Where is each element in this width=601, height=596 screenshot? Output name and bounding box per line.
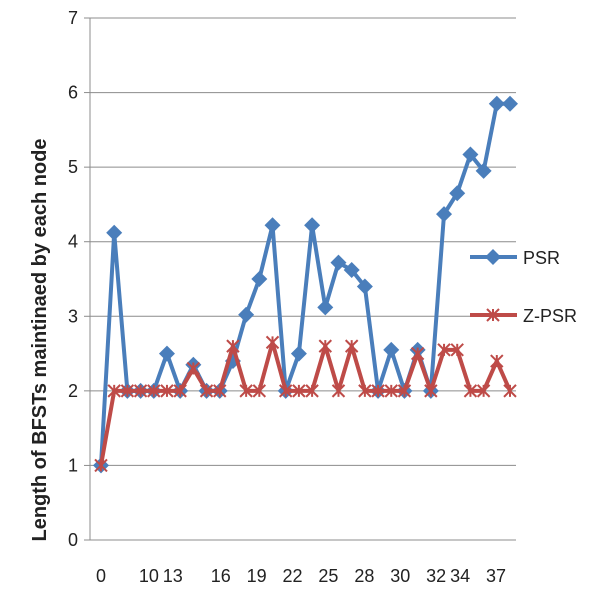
data-point bbox=[502, 95, 518, 112]
data-point bbox=[383, 341, 400, 358]
data-point bbox=[106, 224, 123, 241]
data-point bbox=[437, 343, 451, 357]
x-tick-label: 32 bbox=[426, 566, 446, 586]
y-tick-label: 3 bbox=[68, 306, 78, 326]
data-point bbox=[424, 384, 438, 398]
data-point bbox=[120, 384, 135, 398]
data-point bbox=[488, 95, 505, 112]
data-point bbox=[264, 217, 281, 234]
data-point bbox=[371, 384, 385, 398]
legend-label: Z-PSR bbox=[523, 306, 577, 326]
data-point bbox=[304, 217, 321, 234]
data-point bbox=[384, 384, 398, 398]
x-tick-label: 28 bbox=[354, 566, 374, 586]
x-tick-label: 13 bbox=[163, 566, 183, 586]
data-point bbox=[239, 384, 253, 398]
y-tick-label: 0 bbox=[68, 530, 78, 550]
data-point bbox=[344, 339, 359, 353]
legend-item-z-psr: Z-PSR bbox=[470, 306, 577, 326]
data-point bbox=[305, 384, 319, 398]
x-tick-label: 22 bbox=[283, 566, 303, 586]
data-point bbox=[331, 384, 346, 398]
x-tick-label: 25 bbox=[318, 566, 338, 586]
data-point bbox=[173, 384, 187, 398]
y-tick-label: 5 bbox=[68, 157, 78, 177]
x-tick-label: 16 bbox=[211, 566, 231, 586]
data-point bbox=[186, 361, 201, 376]
data-point bbox=[317, 299, 334, 316]
x-axis-ticks: 0 10 13 16 19 22 25 28 30 32 34 37 bbox=[96, 566, 506, 586]
series-line bbox=[99, 340, 512, 466]
data-point bbox=[343, 262, 360, 279]
axes bbox=[89, 18, 516, 541]
y-tick-label: 7 bbox=[68, 8, 78, 28]
data-point bbox=[226, 339, 240, 353]
y-axis-title: Length of BFSTs maintinaed by each node bbox=[29, 139, 51, 542]
y-tick-label: 4 bbox=[68, 232, 78, 252]
data-point bbox=[158, 345, 175, 362]
data-point bbox=[199, 384, 214, 398]
series-psr bbox=[93, 95, 518, 474]
data-point bbox=[290, 345, 307, 362]
x-tick-label: 30 bbox=[390, 566, 410, 586]
x-tick-label: 19 bbox=[247, 566, 267, 586]
data-point bbox=[238, 306, 255, 323]
legend-item-psr: PSR bbox=[470, 248, 560, 268]
data-point bbox=[330, 254, 347, 271]
legend-label: PSR bbox=[523, 248, 560, 268]
data-point bbox=[279, 384, 293, 398]
data-point bbox=[147, 384, 161, 398]
y-tick-label: 6 bbox=[68, 83, 78, 103]
y-tick-label: 2 bbox=[68, 381, 78, 401]
legend-marker bbox=[485, 249, 501, 265]
legend-marker bbox=[486, 308, 500, 322]
series-z-psr bbox=[94, 335, 517, 473]
data-point bbox=[410, 346, 425, 361]
data-point bbox=[436, 206, 453, 223]
data-point bbox=[94, 458, 108, 473]
data-point bbox=[251, 271, 268, 287]
series-line bbox=[99, 101, 510, 466]
data-point bbox=[475, 162, 492, 179]
data-point bbox=[490, 354, 504, 368]
series-layer bbox=[93, 95, 518, 474]
data-point bbox=[462, 146, 479, 163]
y-axis-ticks: 0 1 2 3 4 5 6 7 bbox=[68, 8, 90, 550]
data-point bbox=[397, 384, 412, 398]
data-point bbox=[476, 384, 491, 398]
data-point bbox=[318, 339, 332, 353]
data-point bbox=[463, 384, 478, 398]
data-point bbox=[292, 384, 306, 398]
data-point bbox=[133, 384, 148, 398]
data-point bbox=[265, 335, 280, 350]
x-tick-label: 34 bbox=[450, 566, 470, 586]
data-point bbox=[213, 384, 227, 398]
x-tick-label: 10 bbox=[139, 566, 159, 586]
x-tick-label: 37 bbox=[486, 566, 506, 586]
x-tick-label: 0 bbox=[96, 566, 106, 586]
data-point bbox=[107, 384, 121, 398]
y-tick-label: 1 bbox=[68, 455, 78, 475]
data-point bbox=[449, 185, 466, 202]
data-point bbox=[503, 384, 517, 398]
data-point bbox=[252, 384, 267, 398]
data-point bbox=[160, 384, 174, 398]
data-point bbox=[450, 343, 464, 357]
data-point bbox=[358, 384, 372, 398]
legend: PSR Z-PSR bbox=[470, 248, 577, 326]
data-point bbox=[356, 278, 373, 295]
